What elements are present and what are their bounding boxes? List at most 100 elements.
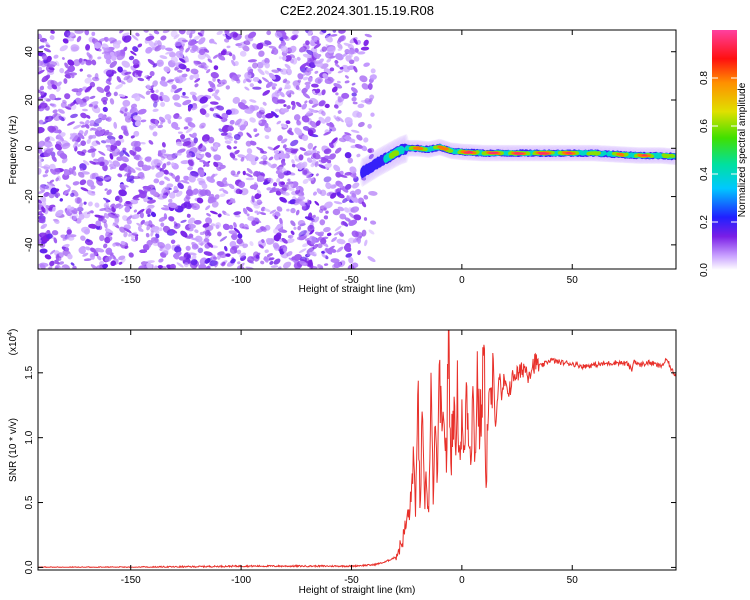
noise-blob [112, 41, 121, 49]
noise-blob [291, 35, 297, 41]
noise-blob [180, 134, 186, 140]
noise-blob [195, 235, 203, 243]
noise-blob [331, 86, 338, 93]
noise-blob [344, 117, 353, 125]
noise-blob [327, 232, 332, 237]
noise-blob [326, 58, 332, 63]
noise-blob [103, 221, 108, 229]
noise-blob [74, 30, 84, 34]
noise-blob [349, 166, 357, 174]
noise-blob [180, 230, 188, 238]
x-tick-label: -150 [121, 575, 141, 586]
noise-blob [273, 258, 281, 265]
noise-blob [72, 142, 79, 148]
noise-blob [298, 201, 306, 207]
noise-blob [281, 138, 288, 144]
noise-blob [89, 160, 97, 165]
spectrogram-x-label: Height of straight line (km) [299, 284, 416, 295]
noise-blob [198, 143, 203, 149]
noise-blob [283, 171, 292, 175]
noise-blob [78, 213, 85, 220]
noise-blob [286, 105, 291, 110]
noise-blob [300, 191, 304, 195]
noise-blob [155, 233, 160, 239]
noise-blob [91, 127, 98, 131]
noise-blob [174, 152, 179, 157]
noise-blob [59, 68, 65, 74]
noise-blob [256, 175, 265, 182]
noise-blob [316, 151, 320, 154]
noise-blob [239, 124, 246, 131]
noise-blob [56, 150, 65, 157]
noise-blob [249, 241, 254, 247]
noise-blob [302, 92, 311, 99]
noise-blob [222, 189, 229, 194]
noise-blob [233, 149, 240, 155]
noise-blob [246, 132, 252, 138]
noise-blob [136, 222, 143, 227]
noise-blob [150, 165, 155, 170]
noise-blob [252, 76, 260, 82]
noise-blob [300, 259, 308, 264]
noise-blob [273, 182, 278, 187]
noise-blob [44, 183, 54, 190]
noise-blob [49, 249, 56, 255]
noise-blob [369, 94, 375, 100]
noise-blob [288, 45, 297, 53]
noise-blob [185, 68, 190, 72]
noise-blob [175, 141, 183, 147]
noise-blob [163, 66, 171, 73]
noise-blob [64, 74, 71, 79]
noise-blob [330, 34, 338, 37]
noise-blob [231, 59, 236, 67]
noise-blob [300, 163, 306, 169]
noise-blob [160, 101, 166, 107]
noise-blob [343, 207, 350, 213]
noise-blob [224, 134, 234, 139]
noise-blob [210, 210, 218, 215]
noise-blob [81, 171, 90, 175]
noise-blob [111, 55, 117, 61]
noise-blob [260, 260, 265, 265]
noise-blob [326, 122, 335, 128]
noise-blob [210, 72, 219, 79]
noise-blob [39, 85, 45, 91]
noise-blob [224, 140, 232, 144]
noise-blob [229, 240, 237, 248]
noise-blob [177, 69, 183, 73]
noise-blob [191, 241, 199, 249]
noise-blob [367, 256, 376, 262]
noise-blob [152, 125, 157, 129]
noise-blob [137, 108, 147, 115]
noise-blob [98, 150, 106, 156]
noise-blob [209, 101, 219, 105]
noise-blob [215, 224, 220, 229]
noise-blob [147, 58, 156, 66]
noise-blob [39, 102, 48, 109]
noise-blob [335, 171, 341, 178]
noise-blob [140, 174, 145, 180]
noise-blob [280, 123, 288, 129]
noise-blob [148, 140, 154, 145]
noise-blob [194, 229, 199, 234]
noise-blob [179, 256, 185, 261]
noise-blob [70, 262, 75, 266]
noise-blob [41, 196, 47, 203]
noise-blob [99, 161, 105, 167]
noise-blob [53, 218, 60, 224]
noise-blob [208, 80, 216, 88]
noise-blob [370, 112, 375, 117]
noise-blob [367, 123, 372, 129]
noise-blob [181, 39, 188, 43]
noise-blob [168, 216, 175, 222]
noise-blob [101, 96, 108, 103]
noise-blob [101, 263, 109, 269]
track-core [601, 150, 607, 156]
noise-blob [42, 174, 48, 177]
noise-blob [121, 60, 131, 68]
noise-blob [364, 98, 372, 105]
spectrogram-frame [37, 29, 677, 270]
noise-blob [145, 156, 152, 163]
noise-blob [82, 252, 89, 257]
noise-blob [64, 93, 71, 100]
